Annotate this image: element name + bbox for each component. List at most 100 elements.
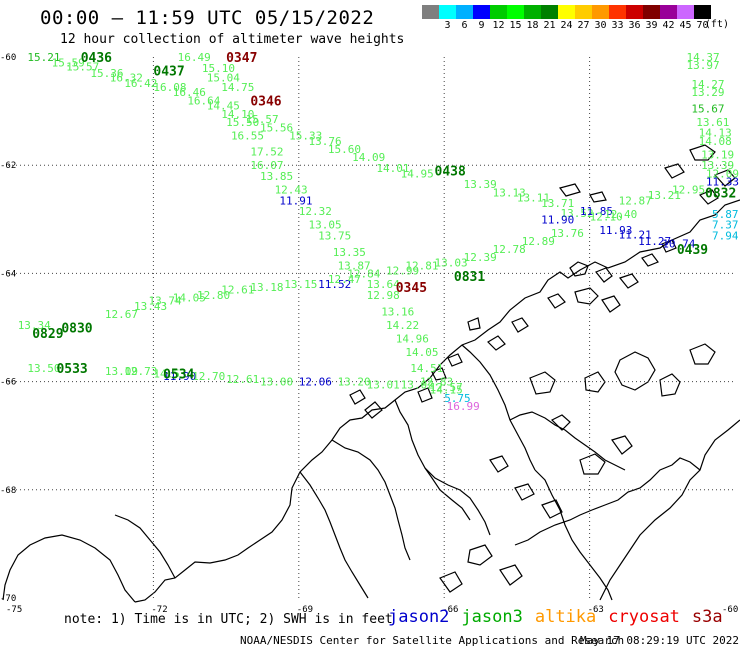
wave-height-label: 13.13 <box>493 186 526 199</box>
legend-label: 45 <box>679 20 692 31</box>
legend-label: 33 <box>611 20 624 31</box>
wave-height-label: 5.87 <box>712 208 739 221</box>
longitude-label: -66 <box>442 605 458 615</box>
wave-height-label: 12.89 <box>522 235 555 248</box>
legend-unit: (ft) <box>704 19 729 30</box>
wave-height-label: 16.55 <box>231 129 264 142</box>
legend-swatch: 70 <box>694 5 711 32</box>
wave-height-label: 13.50 <box>27 362 60 375</box>
wave-height-label: 11.33 <box>706 175 739 188</box>
wave-height-label: 12.81 <box>405 259 438 272</box>
wave-height-label: 11.27 <box>638 235 671 248</box>
wave-height-label: 12.09 <box>706 167 739 180</box>
wave-height-label: 15.67 <box>691 102 724 115</box>
wave-height-label: 12.39 <box>464 251 497 264</box>
wave-height-label: 13.76 <box>308 135 341 148</box>
satellite-name: jason3 <box>461 607 523 627</box>
wave-height-label: 14.10 <box>221 108 254 121</box>
satellite-name: jason2 <box>388 607 450 627</box>
legend-label: 70 <box>696 20 709 31</box>
wave-height-label: 14.96 <box>396 332 429 345</box>
wave-height-label: 12.98 <box>367 289 400 302</box>
longitude-label: -69 <box>297 605 313 615</box>
legend-swatch: 27 <box>575 5 592 32</box>
wave-height-label: 15.59 <box>52 56 85 69</box>
pass-time-label: 0347 <box>226 51 257 66</box>
legend-swatch: 6 <box>456 5 473 32</box>
wave-height-label: 16.32 <box>110 72 143 85</box>
wave-height-label: 12.61 <box>226 373 259 386</box>
wave-height-label: 14.05 <box>173 292 206 305</box>
legend-swatch: 9 <box>473 5 490 32</box>
wave-height-label: 16.08 <box>153 81 186 94</box>
wave-height-label: 12.84 <box>347 267 380 280</box>
legend-swatch: 30 <box>592 5 609 32</box>
map-subtitle: 12 hour collection of altimeter wave hei… <box>60 32 405 47</box>
legend-label: 12 <box>492 20 505 31</box>
wave-height-label: 12.06 <box>299 376 332 389</box>
satellite-name: s3a <box>691 607 723 627</box>
wave-height-label: 11.21 <box>619 228 652 241</box>
legend-swatch: 24 <box>558 5 575 32</box>
wave-height-label: 13.09 <box>105 365 138 378</box>
wave-height-labels: 15.2115.5915.5715.3616.3216.4216.4915.10… <box>18 51 739 413</box>
latitude-label: -60 <box>0 53 16 63</box>
wave-height-label: 13.39 <box>701 159 734 172</box>
pass-time-label: 0831 <box>454 270 485 285</box>
wave-height-label: 15.50 <box>226 116 259 129</box>
wave-height-label: 11.90 <box>163 370 196 383</box>
wave-height-label: 14.13 <box>699 127 732 140</box>
wave-height-label: 11.91 <box>279 194 312 207</box>
satellite-name: cryosat <box>608 607 680 627</box>
wave-height-label: 14.08 <box>699 135 732 148</box>
wave-height-label: 13.02 <box>401 378 434 391</box>
pass-time-label: 0829 <box>32 327 63 342</box>
footer-note: note: 1) Time is in UTC; 2) SWH is in fe… <box>64 612 393 627</box>
credit-line: NOAA/NESDIS Center for Satellite Applica… <box>240 634 625 647</box>
wave-height-label: 15.21 <box>27 51 60 64</box>
credit-date: May 17 08:29:19 UTC 2022 <box>580 634 739 647</box>
wave-height-label: 12.83 <box>420 376 453 389</box>
legend-label: 39 <box>645 20 658 31</box>
wave-height-label: 13.00 <box>260 376 293 389</box>
wave-height-label: 13.39 <box>464 178 497 191</box>
pass-time-label: 0533 <box>56 362 87 377</box>
pass-time-label: 0439 <box>677 243 708 258</box>
lat-lon-grid <box>8 57 735 598</box>
legend-swatch: 15 <box>507 5 524 32</box>
legend-label: 42 <box>662 20 675 31</box>
legend-swatch: 39 <box>643 5 660 32</box>
wave-height-label: 11.90 <box>541 213 574 226</box>
legend-swatch: 42 <box>660 5 677 32</box>
wave-height-label: 12.57 <box>430 381 463 394</box>
longitude-label: -75 <box>6 605 22 615</box>
wave-height-label: 16.42 <box>124 77 157 90</box>
wave-height-label: 12.73 <box>124 365 157 378</box>
wave-height-label: 13.16 <box>381 305 414 318</box>
wave-height-label: 7.37 <box>712 219 739 232</box>
wave-height-label: 13.76 <box>551 227 584 240</box>
wave-height-label: 12.40 <box>604 208 637 221</box>
legend-label: 9 <box>478 20 485 31</box>
wave-height-label: 7.94 <box>712 230 739 243</box>
wave-height-label: 14.37 <box>687 51 720 64</box>
wave-height-label: 14.15 <box>430 384 463 397</box>
satellite-name: altika <box>534 607 597 627</box>
wave-height-label: 13.03 <box>435 257 468 270</box>
wave-height-label: 15.10 <box>202 62 235 75</box>
pass-time-label: 0534 <box>163 367 194 382</box>
satellite-key: jason2 jason3 altika cryosat s3a <box>388 607 735 627</box>
legend-label: 27 <box>577 20 590 31</box>
wave-height-label: 14.27 <box>691 78 724 91</box>
wave-height-label: 12.87 <box>619 194 652 207</box>
wave-height-label: 5.75 <box>444 392 471 405</box>
wave-height-label: 13.64 <box>367 278 400 291</box>
wave-height-label: 13.74 <box>149 294 182 307</box>
wave-height-label: 14.95 <box>401 167 434 180</box>
wave-height-label: 12.70 <box>192 370 225 383</box>
wave-height-label: 13.85 <box>260 170 293 183</box>
wave-height-label: 12.99 <box>386 265 419 278</box>
wave-height-label: 12.78 <box>493 243 526 256</box>
wave-height-label: 15.04 <box>207 72 240 85</box>
legend-label: 36 <box>628 20 641 31</box>
